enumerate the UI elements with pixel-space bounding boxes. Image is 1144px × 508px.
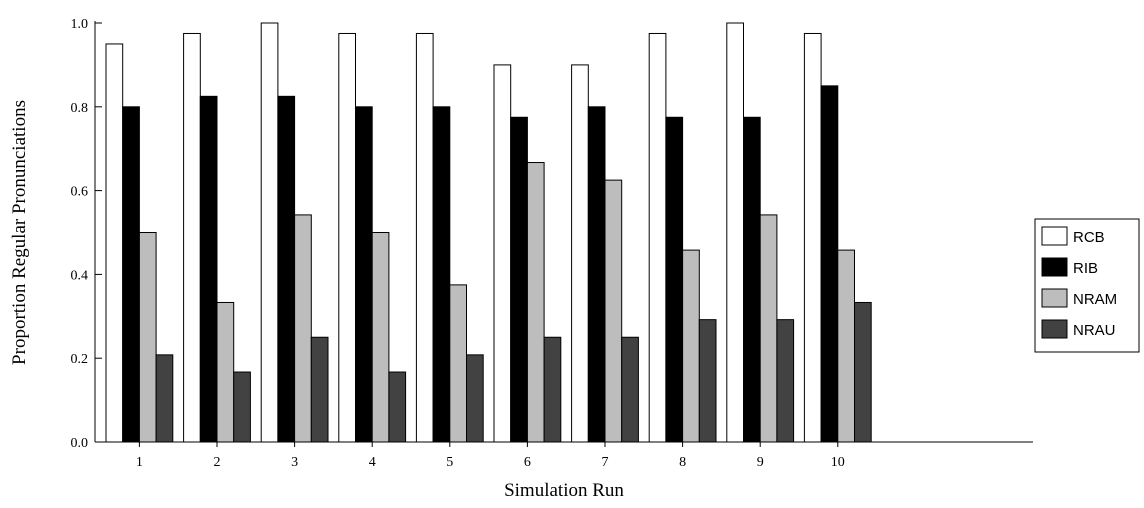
bar-rcb-run-7 [571,64,589,443]
bar-rib-run-8 [665,116,684,443]
bar-nram-run-4 [371,232,390,443]
bar-nram-run-7 [604,179,623,443]
y-tick-label: 0.2 [71,352,89,367]
bar-rib-run-4 [355,106,373,443]
y-tick-label: 0.0 [71,436,89,451]
y-tick-label: 1.0 [71,17,89,32]
bar-rib-run-7 [587,106,606,443]
y-tick-label: 0.8 [71,101,89,116]
bar-rib-run-10 [820,85,839,443]
bar-nram-run-6 [526,162,545,443]
legend-swatch-nrau [1041,319,1068,339]
legend: RCB RIB NRAM NRAU [1034,218,1140,353]
x-tick-label: 7 [602,455,609,470]
x-axis-title: Simulation Run [504,480,624,501]
bar-rcb-run-5 [415,32,434,443]
bar-rib-run-2 [199,95,218,443]
bar-nram-run-5 [449,284,467,443]
bar-nrau-run-3 [310,336,329,443]
x-tick-label: 5 [446,455,453,470]
bar-rib-run-1 [122,106,140,443]
bar-nrau-run-8 [698,319,717,443]
x-tick-label: 9 [757,455,764,470]
y-axis-title: Proportion Regular Pronunciations [9,100,30,365]
legend-swatch-nram [1041,288,1068,308]
x-ticks: 1 2 3 4 5 6 7 8 9 10 [136,442,845,470]
x-tick-label: 8 [679,455,686,470]
y-tick-label: 0.6 [71,185,89,200]
bar-nrau-run-9 [776,319,795,443]
bar-nrau-run-6 [543,336,562,443]
bar-rcb-run-4 [338,32,356,443]
legend-label-nram: NRAM [1073,291,1117,308]
bar-nrau-run-2 [233,371,251,443]
bar-nrau-run-5 [466,354,484,443]
bar-nrau-run-4 [388,371,407,443]
y-ticks: 0.0 0.2 0.4 0.6 0.8 1.0 [71,17,102,451]
axes-layer [94,21,1033,443]
legend-swatch-rib [1041,257,1068,277]
x-tick-label: 3 [291,455,298,470]
bar-rib-run-6 [510,116,528,443]
bar-nram-run-1 [138,232,157,443]
legend-label-rib: RIB [1073,260,1098,277]
legend-swatch-rcb [1041,226,1068,246]
bar-rib-run-3 [277,95,296,443]
legend-label-rcb: RCB [1073,229,1105,246]
bars-layer [105,22,872,443]
x-tick-label: 6 [524,455,531,470]
bar-rcb-run-1 [105,43,124,443]
bar-rib-run-9 [743,116,761,443]
bar-nrau-run-10 [854,301,872,443]
bar-nram-run-10 [837,249,855,443]
bar-rcb-run-2 [183,32,201,443]
x-tick-label: 10 [831,455,845,470]
bar-rcb-run-6 [493,64,512,443]
bar-rcb-run-3 [260,22,279,443]
legend-label-nrau: NRAU [1073,322,1116,339]
bar-rib-run-5 [432,106,451,443]
bar-nrau-run-1 [155,354,174,443]
bar-nram-run-8 [682,249,700,443]
bar-rcb-run-9 [726,22,744,443]
bar-rcb-run-8 [648,32,667,443]
x-tick-label: 1 [136,455,143,470]
bar-nrau-run-7 [621,336,639,443]
x-tick-label: 2 [214,455,221,470]
bar-nram-run-2 [216,301,235,443]
bar-nram-run-9 [759,214,778,443]
bar-rcb-run-10 [803,32,822,443]
x-tick-label: 4 [369,455,376,470]
bar-nram-run-3 [294,214,312,443]
y-tick-label: 0.4 [71,268,89,283]
